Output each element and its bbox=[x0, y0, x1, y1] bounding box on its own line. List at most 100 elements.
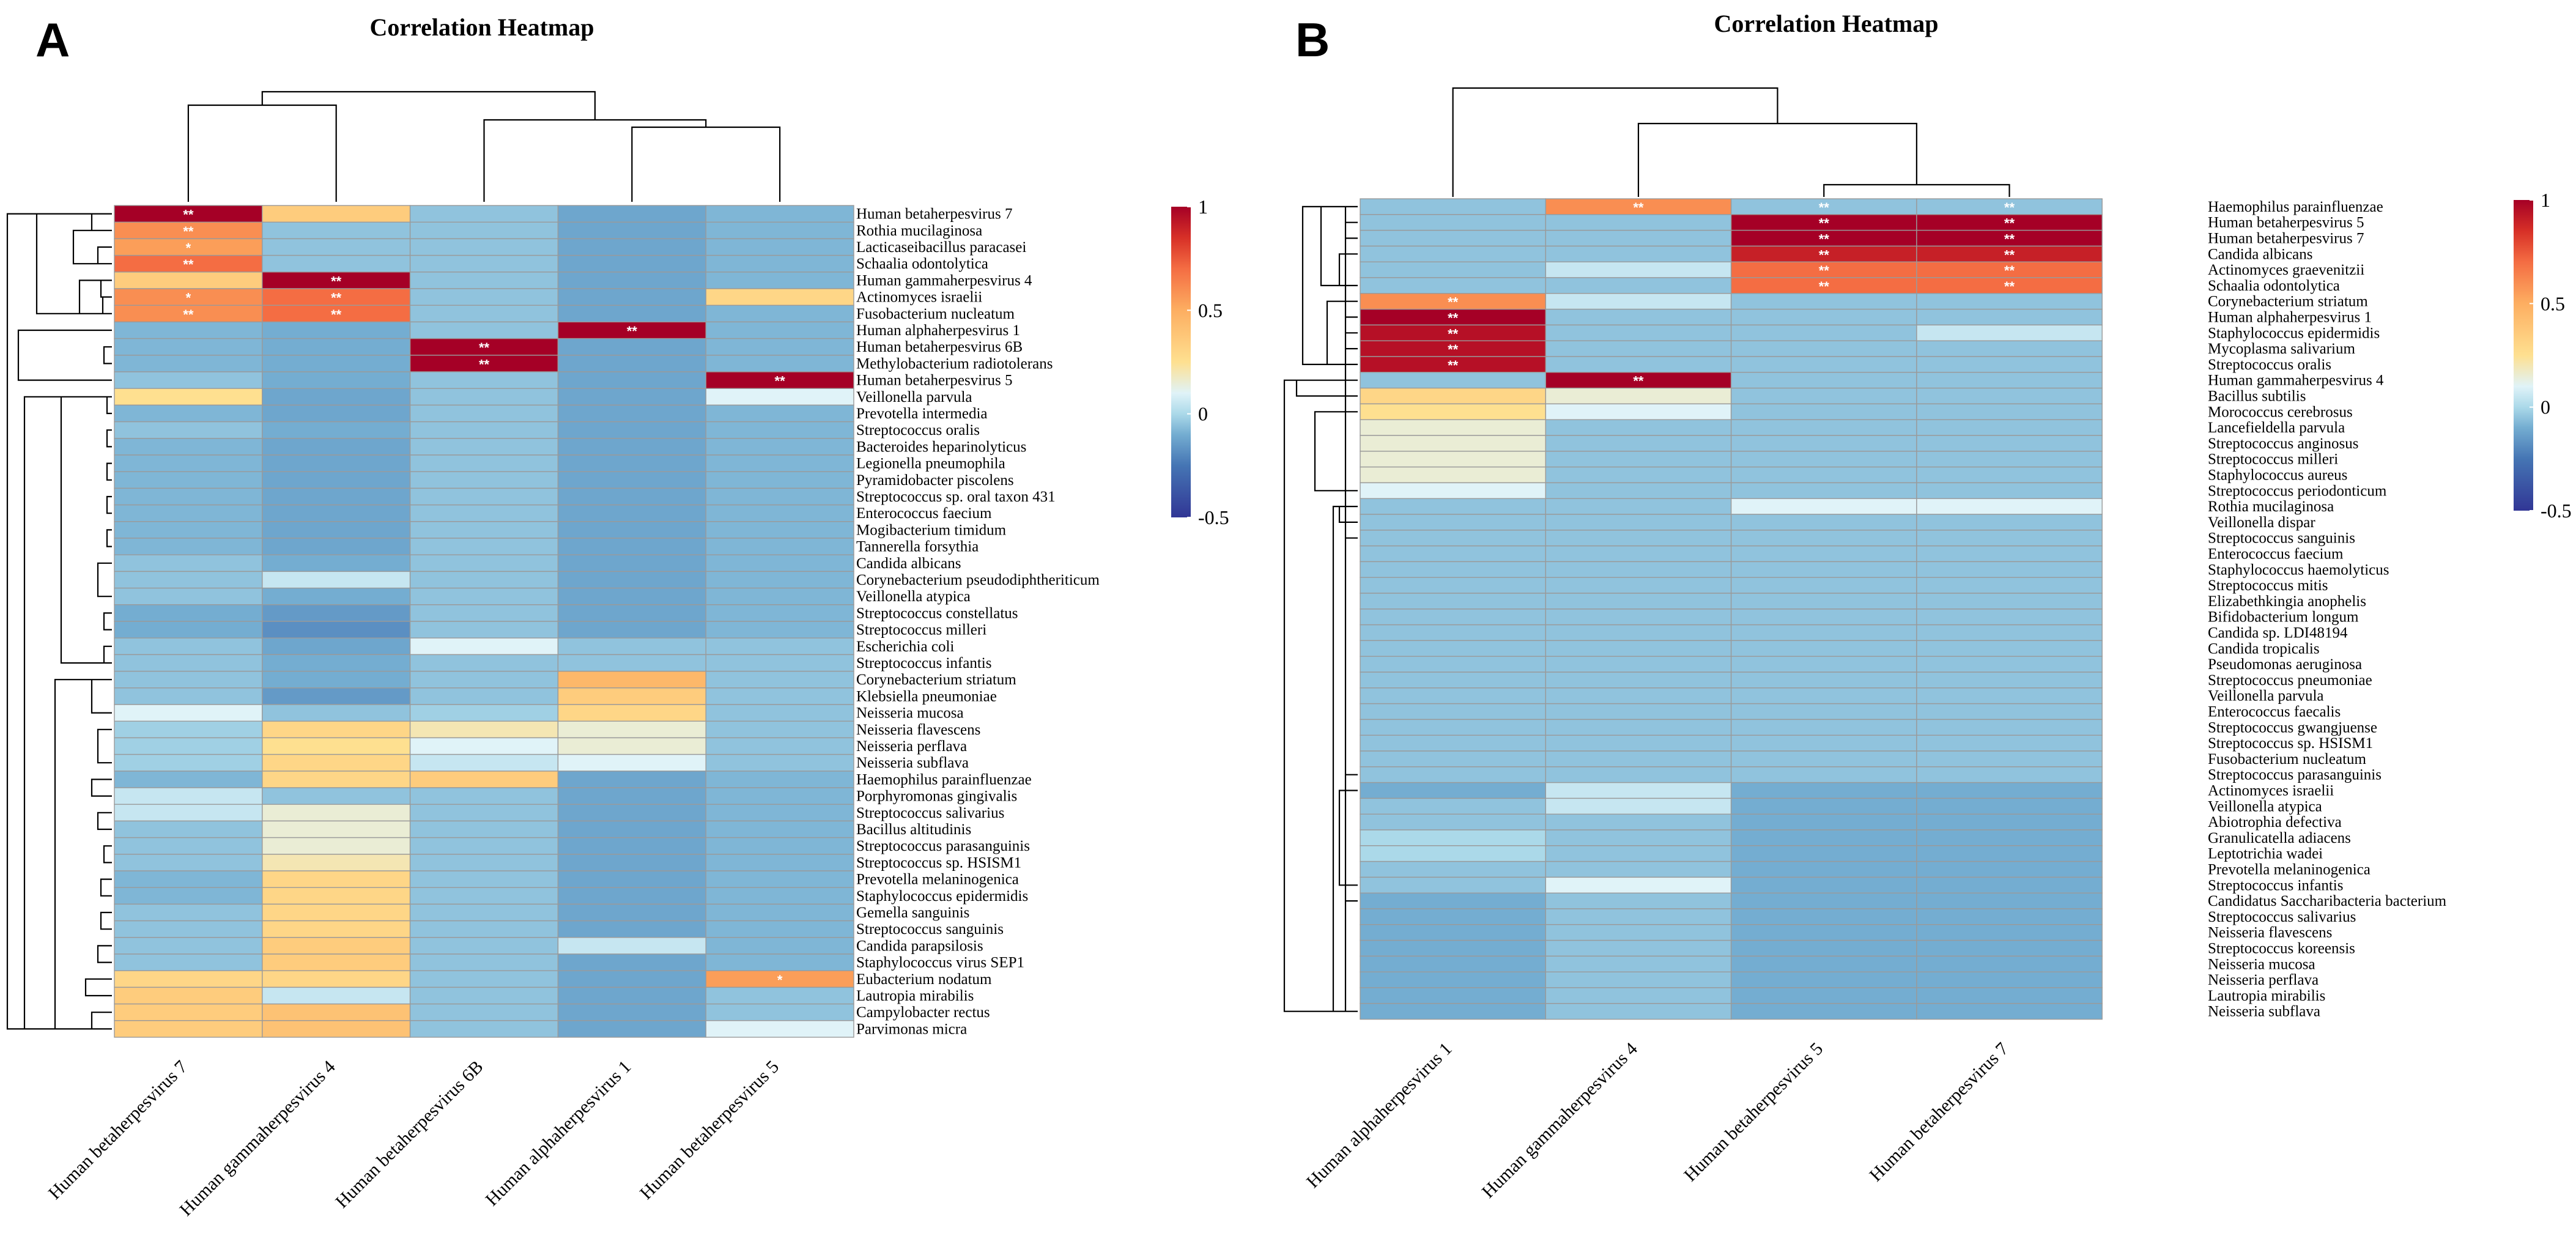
heatmap-cell bbox=[1730, 482, 1917, 499]
row-label-streptococcus-infantis: Streptococcus infantis bbox=[856, 655, 991, 672]
heatmap-cell bbox=[409, 771, 559, 788]
heatmap-cell bbox=[1360, 892, 1546, 909]
row-label-streptococcus-constellatus: Streptococcus constellatus bbox=[856, 605, 1018, 621]
heatmap-cell bbox=[1730, 514, 1917, 531]
heatmap-cell bbox=[409, 288, 559, 306]
heatmap-cell bbox=[262, 221, 411, 240]
heatmap-cell bbox=[114, 920, 263, 938]
heatmap-cell bbox=[1730, 498, 1917, 515]
heatmap-cell bbox=[1916, 656, 2103, 673]
row-label-streptococcus-pneumoniae: Streptococcus pneumoniae bbox=[2208, 672, 2372, 689]
heatmap-cell bbox=[114, 338, 263, 356]
heatmap-cell bbox=[114, 471, 263, 489]
dendrogram-branch bbox=[187, 91, 781, 202]
row-label-porphyromonas-gingivalis: Porphyromonas gingivalis bbox=[856, 788, 1017, 805]
significance-mark: ** bbox=[2004, 247, 2015, 262]
heatmap-cell bbox=[705, 421, 854, 439]
heatmap-cell bbox=[1545, 214, 1732, 231]
heatmap-cell bbox=[1545, 766, 1732, 783]
heatmap-cell bbox=[705, 986, 854, 1005]
heatmap-cell bbox=[1360, 735, 1546, 752]
heatmap-cell bbox=[1730, 277, 1917, 294]
heatmap-cell bbox=[1545, 482, 1732, 499]
row-label-human-gammaherpesvirus-4: Human gammaherpesvirus 4 bbox=[856, 272, 1032, 289]
heatmap-cell bbox=[262, 937, 411, 955]
heatmap-cell bbox=[409, 504, 559, 522]
heatmap-cell bbox=[409, 753, 559, 772]
row-label-candida-parapsilosis: Candida parapsilosis bbox=[856, 938, 983, 954]
row-label-mogibacterium-timidum: Mogibacterium timidum bbox=[856, 522, 1007, 538]
heatmap-cell bbox=[1360, 1003, 1546, 1020]
heatmap-cell bbox=[1916, 797, 2103, 815]
heatmap-cell bbox=[1730, 829, 1917, 846]
row-label-actinomyces-graevenitzii: Actinomyces graevenitzii bbox=[2208, 262, 2364, 278]
heatmap-cell bbox=[262, 554, 411, 572]
row-label-fusobacterium-nucleatum: Fusobacterium nucleatum bbox=[2208, 751, 2367, 768]
row-label-staphylococcus-virus-sep1: Staphylococcus virus SEP1 bbox=[856, 955, 1024, 971]
heatmap-cell bbox=[114, 355, 263, 372]
heatmap-cell bbox=[409, 421, 559, 439]
heatmap-cell bbox=[114, 970, 263, 988]
heatmap-cell bbox=[1545, 435, 1732, 452]
heatmap-cell bbox=[557, 621, 706, 638]
heatmap-cell bbox=[1545, 703, 1732, 720]
heatmap-cell bbox=[1916, 892, 2103, 909]
panel-b-row-dendrogram bbox=[1283, 205, 1358, 1012]
heatmap-cell bbox=[114, 504, 263, 522]
row-label-tannerella-forsythia: Tannerella forsythia bbox=[856, 539, 979, 555]
heatmap-cell bbox=[1916, 1003, 2103, 1020]
heatmap-cell bbox=[262, 504, 411, 522]
colorbar-tick-label: 0.5 bbox=[1198, 299, 1223, 321]
heatmap-cell bbox=[1545, 530, 1732, 547]
significance-mark: ** bbox=[2004, 200, 2015, 215]
heatmap-cell bbox=[705, 920, 854, 938]
heatmap-cell bbox=[1360, 939, 1546, 957]
heatmap-cell bbox=[1360, 577, 1546, 594]
heatmap-cell bbox=[1360, 782, 1546, 799]
heatmap-cell bbox=[557, 571, 706, 589]
heatmap-cell bbox=[1545, 876, 1732, 894]
heatmap-cell bbox=[1730, 703, 1917, 720]
heatmap-cell bbox=[1360, 609, 1546, 626]
heatmap-cell bbox=[114, 404, 263, 423]
significance-mark: ** bbox=[479, 340, 490, 355]
heatmap-cell bbox=[409, 970, 559, 988]
heatmap-cell bbox=[114, 854, 263, 871]
heatmap-cell bbox=[1545, 419, 1732, 436]
heatmap-cell bbox=[1730, 435, 1917, 452]
heatmap-cell bbox=[1360, 955, 1546, 972]
row-label-streptococcus-salivarius: Streptococcus salivarius bbox=[856, 805, 1004, 821]
dendrogram-branch bbox=[6, 213, 112, 1030]
significance-mark: ** bbox=[183, 257, 194, 272]
heatmap-cell bbox=[1730, 924, 1917, 941]
significance-mark: ** bbox=[1448, 295, 1459, 310]
heatmap-cell bbox=[1360, 766, 1546, 783]
row-label-parvimonas-micra: Parvimonas micra bbox=[856, 1021, 967, 1037]
row-label-streptococcus-oralis: Streptococcus oralis bbox=[2208, 357, 2331, 373]
heatmap-cell bbox=[557, 753, 706, 772]
significance-mark: ** bbox=[775, 374, 786, 389]
heatmap-cell bbox=[705, 504, 854, 522]
panel-b-column-dendrogram bbox=[1452, 87, 2010, 197]
significance-mark: ** bbox=[183, 207, 194, 223]
heatmap-cell bbox=[262, 787, 411, 805]
significance-mark: ** bbox=[1633, 200, 1644, 215]
heatmap-cell bbox=[1730, 577, 1917, 594]
row-label-haemophilus-parainfluenzae: Haemophilus parainfluenzae bbox=[856, 771, 1032, 788]
heatmap-cell bbox=[557, 787, 706, 805]
heatmap-cell bbox=[1916, 845, 2103, 862]
heatmap-cell bbox=[1360, 719, 1546, 736]
heatmap-cell bbox=[1916, 577, 2103, 594]
heatmap-cell bbox=[409, 837, 559, 855]
heatmap-cell bbox=[114, 521, 263, 539]
heatmap-cell bbox=[114, 771, 263, 788]
heatmap-cell bbox=[557, 737, 706, 755]
heatmap-cell bbox=[1916, 703, 2103, 720]
heatmap-cell bbox=[1916, 561, 2103, 578]
heatmap-cell bbox=[1916, 356, 2103, 373]
heatmap-cell bbox=[1545, 577, 1732, 594]
heatmap-cell bbox=[114, 903, 263, 922]
heatmap-cell bbox=[409, 438, 559, 456]
heatmap-cell bbox=[1360, 624, 1546, 642]
